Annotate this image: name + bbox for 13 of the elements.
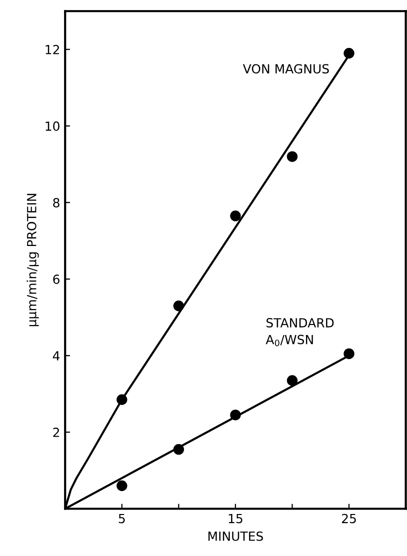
- series-label: VON MAGNUS: [242, 64, 329, 74]
- y-tick-label: 4: [52, 351, 60, 360]
- y-tick-label: 8: [53, 198, 60, 208]
- x-axis-title: MINUTES: [208, 531, 263, 541]
- y-tick-label: 2: [53, 428, 60, 437]
- y-tick-label: 12: [46, 44, 60, 54]
- y-axis-title: μμm/min/μg PROTEIN: [26, 194, 39, 326]
- x-tick-label: 5: [118, 514, 125, 524]
- x-tick-label: 15: [228, 514, 242, 524]
- series-label: STANDARD A$_{0}$/WSN: [266, 318, 334, 346]
- y-tick-label: 10: [46, 121, 60, 131]
- y-tick-label: 6: [53, 274, 60, 284]
- x-tick-label: 25: [342, 514, 356, 524]
